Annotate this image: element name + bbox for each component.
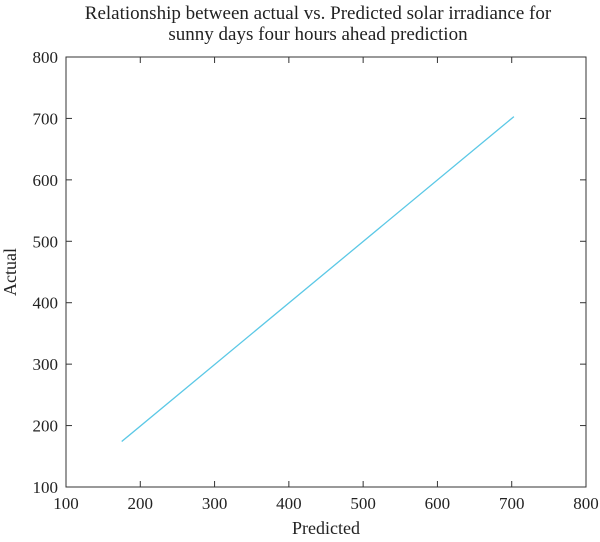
y-tick-label: 800 xyxy=(33,48,59,67)
x-axis-ticks: 100 200 300 400 500 600 700 800 xyxy=(53,57,599,513)
y-tick-label: 700 xyxy=(33,109,59,128)
series-layer xyxy=(121,116,515,443)
x-axis-label: Predicted xyxy=(292,518,360,538)
x-tick-label: 600 xyxy=(425,494,451,513)
y-tick-label: 600 xyxy=(33,171,59,190)
plot-frame xyxy=(65,56,587,488)
x-tick-label: 800 xyxy=(573,494,599,513)
y-tick-label: 400 xyxy=(33,294,59,313)
y-tick-label: 100 xyxy=(33,478,59,497)
y-axis-ticks: 100 200 300 400 500 600 700 800 xyxy=(33,48,586,497)
chart-title-line-2: sunny days four hours ahead prediction xyxy=(168,24,468,45)
x-tick-label: 500 xyxy=(350,494,376,513)
y-tick-label: 500 xyxy=(33,232,59,251)
y-tick-label: 300 xyxy=(33,355,59,374)
series-line-0 xyxy=(121,116,515,443)
x-tick-label: 400 xyxy=(276,494,302,513)
x-tick-label: 100 xyxy=(53,494,79,513)
x-tick-label: 300 xyxy=(202,494,228,513)
chart-title-line-1: Relationship between actual vs. Predicte… xyxy=(85,3,552,24)
y-tick-label: 200 xyxy=(33,417,59,436)
y-axis-label: Actual xyxy=(0,248,20,296)
chart-title: Relationship between actual vs. Predicte… xyxy=(85,3,552,45)
x-tick-label: 700 xyxy=(499,494,525,513)
x-tick-label: 200 xyxy=(128,494,154,513)
